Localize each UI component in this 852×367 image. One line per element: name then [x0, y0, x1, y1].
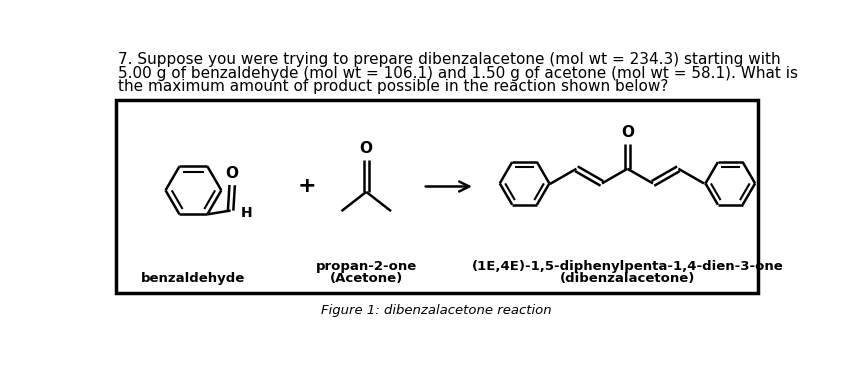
Text: propan-2-one: propan-2-one — [315, 260, 417, 273]
Text: the maximum amount of product possible in the reaction shown below?: the maximum amount of product possible i… — [118, 80, 668, 94]
Text: H: H — [240, 206, 252, 220]
Text: O: O — [620, 125, 633, 140]
Text: benzaldehyde: benzaldehyde — [141, 272, 245, 285]
Bar — [116, 100, 757, 293]
Text: O: O — [360, 141, 372, 156]
Text: +: + — [296, 177, 315, 196]
Text: Figure 1: dibenzalacetone reaction: Figure 1: dibenzalacetone reaction — [321, 304, 551, 316]
Text: (Acetone): (Acetone) — [329, 272, 402, 285]
Text: O: O — [226, 166, 239, 181]
Text: (dibenzalacetone): (dibenzalacetone) — [559, 272, 694, 285]
Text: 5.00 g of benzaldehyde (mol wt = 106.1) and 1.50 g of acetone (mol wt = 58.1). W: 5.00 g of benzaldehyde (mol wt = 106.1) … — [118, 66, 797, 81]
Text: 7. Suppose you were trying to prepare dibenzalacetone (mol wt = 234.3) starting : 7. Suppose you were trying to prepare di… — [118, 52, 780, 67]
Text: (1E,4E)-1,5-diphenylpenta-1,4-dien-3-one: (1E,4E)-1,5-diphenylpenta-1,4-dien-3-one — [471, 260, 782, 273]
